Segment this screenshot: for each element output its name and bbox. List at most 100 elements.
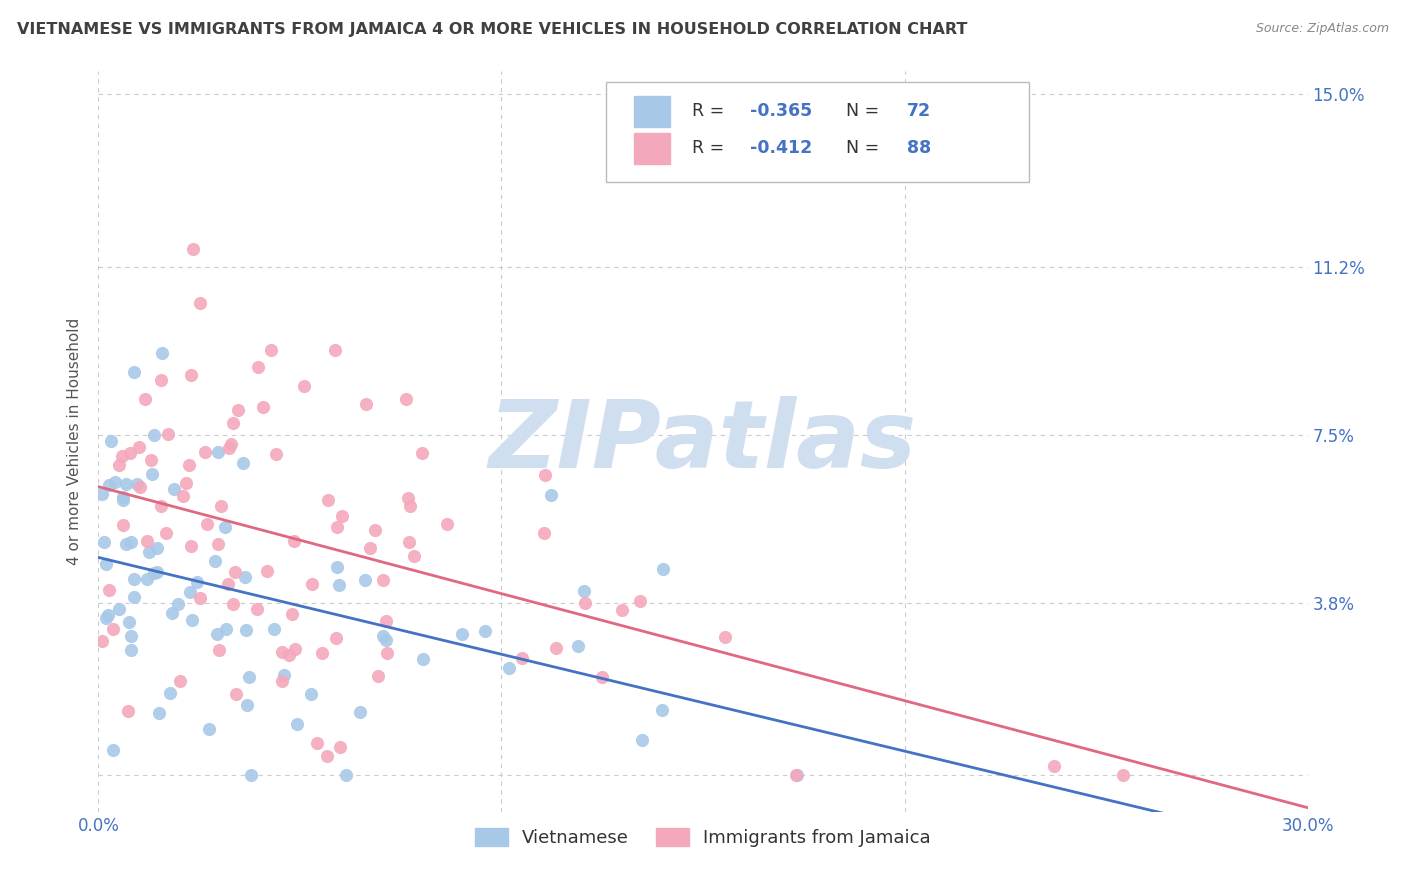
Point [328, 578, 350, 592]
Point [714, 630, 737, 644]
Point [94, 558, 117, 572]
Point [209, 499, 232, 513]
Point [122, 366, 145, 380]
Point [139, 452, 162, 467]
Point [208, 642, 231, 657]
Point [498, 661, 520, 675]
Point [335, 768, 357, 782]
Point [98, 478, 121, 492]
Point [398, 535, 420, 549]
Point [1043, 758, 1066, 772]
Point [652, 562, 675, 576]
Point [114, 476, 136, 491]
Text: Source: ZipAtlas.com: Source: ZipAtlas.com [1256, 22, 1389, 36]
Point [111, 449, 134, 463]
Point [186, 574, 208, 589]
Point [533, 525, 555, 540]
Point [188, 591, 211, 605]
Point [91, 486, 114, 500]
Text: R =: R = [692, 139, 730, 157]
Point [353, 574, 375, 588]
Point [104, 475, 127, 489]
Point [94, 611, 117, 625]
Point [436, 516, 458, 531]
Point [217, 576, 239, 591]
Point [326, 520, 349, 534]
Point [364, 523, 387, 537]
Point [315, 748, 337, 763]
Point [181, 242, 204, 256]
Point [150, 499, 173, 513]
Point [323, 343, 346, 358]
Point [120, 534, 142, 549]
Point [100, 434, 122, 448]
Point [111, 517, 134, 532]
Point [159, 686, 181, 700]
Point [181, 613, 204, 627]
Point [630, 733, 652, 747]
Point [160, 606, 183, 620]
Point [396, 491, 419, 505]
Point [93, 535, 115, 549]
Point [238, 670, 260, 684]
Point [157, 427, 180, 442]
Point [450, 626, 472, 640]
Point [166, 597, 188, 611]
Point [207, 445, 229, 459]
Point [311, 646, 333, 660]
Point [785, 768, 807, 782]
Point [180, 539, 202, 553]
Point [610, 603, 633, 617]
Point [188, 296, 211, 310]
Point [222, 416, 245, 430]
Point [232, 456, 254, 470]
Point [235, 623, 257, 637]
Point [373, 573, 395, 587]
Point [195, 516, 218, 531]
Point [114, 536, 136, 550]
Point [103, 622, 125, 636]
FancyBboxPatch shape [634, 95, 671, 127]
Point [411, 446, 433, 460]
Point [136, 533, 159, 548]
Point [395, 392, 418, 406]
Point [301, 577, 323, 591]
Point [260, 343, 283, 358]
Point [292, 378, 315, 392]
Point [221, 436, 243, 450]
Point [124, 590, 146, 604]
Point [134, 392, 156, 406]
Point [118, 445, 141, 459]
Point [349, 705, 371, 719]
Point [146, 541, 169, 555]
Point [117, 704, 139, 718]
Point [299, 687, 322, 701]
Point [546, 640, 568, 655]
FancyBboxPatch shape [634, 133, 671, 164]
Point [129, 480, 152, 494]
Point [375, 646, 398, 660]
Point [125, 476, 148, 491]
Point [285, 717, 308, 731]
Point [221, 597, 243, 611]
Point [141, 467, 163, 481]
Point [108, 602, 131, 616]
Point [371, 628, 394, 642]
Point [169, 673, 191, 688]
Point [326, 560, 349, 574]
Point [138, 544, 160, 558]
Point [1112, 768, 1135, 782]
Point [277, 648, 299, 663]
Point [252, 400, 274, 414]
Point [375, 614, 398, 628]
Text: 88: 88 [907, 139, 932, 157]
Point [233, 570, 256, 584]
Point [284, 641, 307, 656]
Text: 72: 72 [907, 103, 931, 120]
Point [328, 739, 350, 754]
Point [215, 622, 238, 636]
Text: -0.412: -0.412 [751, 139, 813, 157]
Point [574, 596, 596, 610]
Point [174, 475, 197, 490]
Point [163, 483, 186, 497]
